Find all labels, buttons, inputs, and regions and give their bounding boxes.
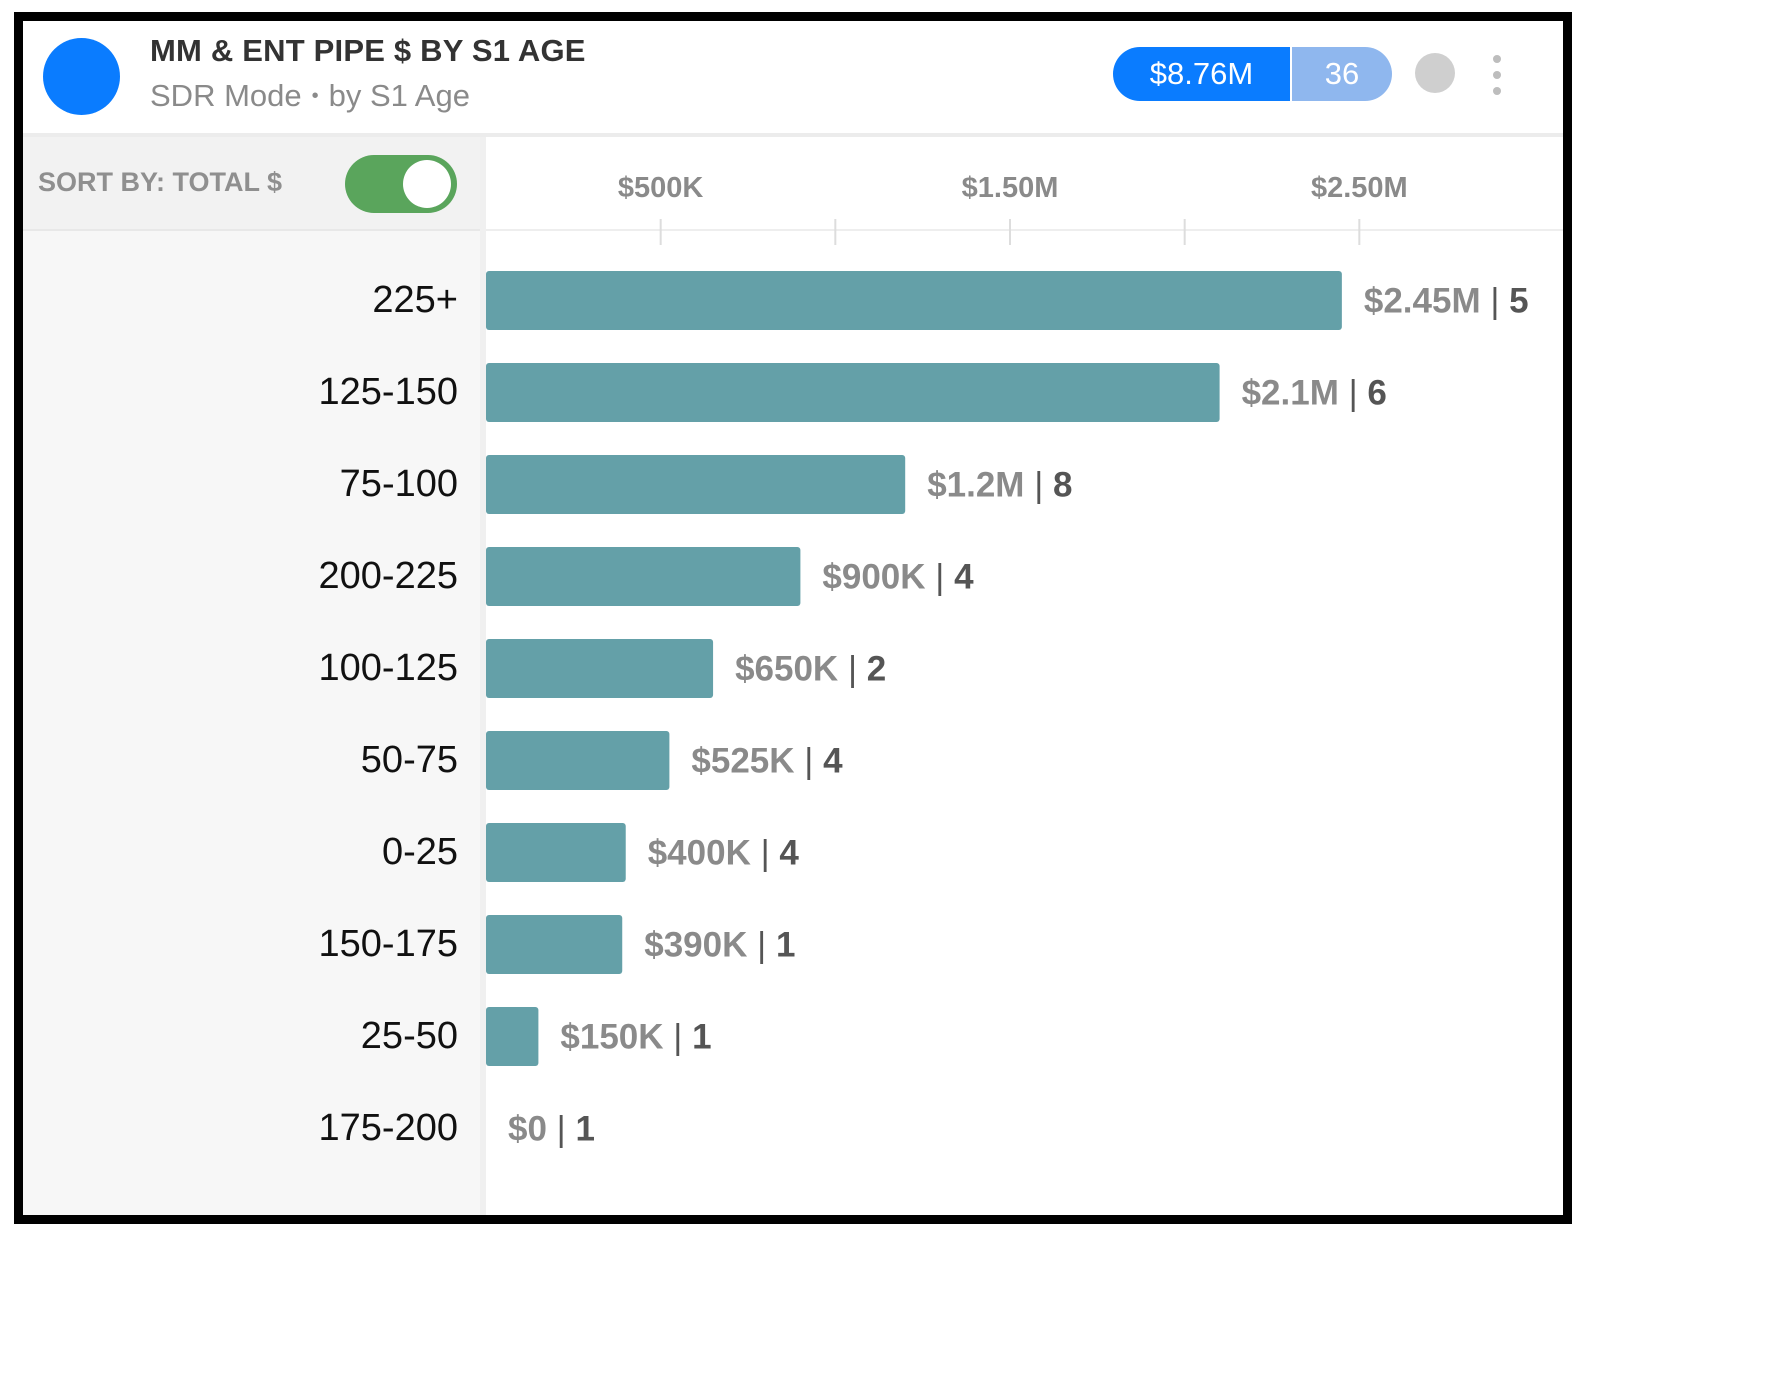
x-tick-label: $1.50M (962, 172, 1059, 204)
bar-label-separator: | (1490, 282, 1509, 321)
bar-label-separator: | (1034, 466, 1053, 505)
chart-card: MM & ENT PIPE $ BY S1 AGE SDR Mode • by S1… (14, 12, 1572, 1224)
bar-count-label: 1 (575, 1110, 594, 1149)
bar-data-label: $900K | 4 (822, 558, 974, 597)
bar-count-label: 2 (867, 650, 886, 689)
bar-label-separator: | (761, 834, 780, 873)
bar-data-label: $400K | 4 (648, 834, 800, 873)
avatar (43, 38, 120, 115)
bar-data-label: $650K | 2 (735, 650, 886, 689)
total-amount-badge[interactable]: $8.76M (1113, 47, 1290, 101)
bar-label-separator: | (935, 558, 954, 597)
bar (486, 731, 670, 790)
bar-value-label: $1.2M (927, 466, 1034, 505)
subtitle-separator: • (311, 85, 319, 107)
category-label: 125-150 (318, 370, 458, 413)
x-tick-label: $2.50M (1311, 172, 1408, 204)
bar-count-label: 4 (954, 558, 974, 597)
category-label: 25-50 (360, 1014, 458, 1057)
toggle-knob[interactable] (403, 160, 451, 208)
bar-data-label: $2.45M | 5 (1364, 282, 1529, 321)
category-rail: SORT BY: TOTAL $ 225+ 125-150 75-100 200-22… (23, 137, 480, 1215)
bar-value-label: $650K (735, 650, 848, 689)
bar-label-separator: | (848, 650, 867, 689)
category-label: 175-200 (318, 1106, 458, 1149)
bar (486, 915, 623, 974)
bar-data-label: $525K | 4 (691, 742, 843, 781)
category-label: 100-125 (318, 646, 458, 689)
bar-value-label: $900K (822, 558, 935, 597)
bar-count-label: 1 (776, 926, 795, 965)
bar (486, 271, 1342, 330)
sort-label: SORT BY: TOTAL $ (38, 167, 283, 197)
bar-value-label: $0 (508, 1110, 557, 1149)
category-label: 50-75 (360, 738, 458, 781)
card-subtitle: SDR Mode • by S1 Age (150, 78, 470, 114)
bar-data-label: $0 | 1 (508, 1110, 595, 1149)
bar (486, 455, 906, 514)
bar-label-separator: | (557, 1110, 576, 1149)
bar-data-label: $150K | 1 (560, 1018, 711, 1057)
bar (486, 363, 1220, 422)
bar-value-label: $2.45M (1364, 282, 1490, 321)
card-header: MM & ENT PIPE $ BY S1 AGE SDR Mode • by S1… (23, 21, 1563, 137)
bar-value-label: $150K (560, 1018, 673, 1057)
bar-count-label: 8 (1053, 466, 1072, 505)
bar-label-separator: | (673, 1018, 692, 1057)
bar-data-label: $390K | 1 (644, 926, 795, 965)
bar-value-label: $390K (644, 926, 757, 965)
bar-value-label: $525K (691, 742, 804, 781)
bar (486, 823, 626, 882)
rail-divider (480, 137, 486, 1215)
bar-count-label: 1 (692, 1018, 711, 1057)
x-tick-label: $500K (618, 172, 704, 204)
subtitle-group: by S1 Age (328, 78, 470, 113)
bar-count-label: 4 (823, 742, 843, 781)
x-axis-area (486, 137, 1563, 231)
bar-chart: $500K $1.50M $2.50M $2.45M | 5 $2.1M | 6 $1.2… (486, 172, 1529, 1149)
bar (486, 1007, 539, 1066)
total-count-badge[interactable]: 36 (1290, 47, 1392, 101)
bar-data-label: $1.2M | 8 (927, 466, 1072, 505)
bar-value-label: $2.1M (1242, 374, 1349, 413)
category-label: 200-225 (318, 554, 458, 597)
category-label: 150-175 (318, 922, 458, 965)
bar-label-separator: | (757, 926, 776, 965)
status-dot-icon (1415, 53, 1455, 93)
category-label: 0-25 (381, 830, 458, 873)
card-title: MM & ENT PIPE $ BY S1 AGE (150, 33, 586, 68)
subtitle-mode: SDR Mode (150, 78, 302, 113)
summary-pill[interactable]: $8.76M 36 (1113, 47, 1392, 101)
kebab-menu-icon[interactable] (1487, 55, 1507, 95)
bar-count-label: 5 (1509, 282, 1528, 321)
bar-label-separator: | (1349, 374, 1368, 413)
category-label: 75-100 (339, 462, 458, 505)
category-label: 225+ (372, 278, 458, 321)
bar-count-label: 4 (779, 834, 799, 873)
bar (486, 639, 714, 698)
sort-toggle[interactable] (345, 155, 457, 213)
bar-value-label: $400K (648, 834, 761, 873)
bar (486, 547, 801, 606)
bar-label-separator: | (804, 742, 823, 781)
bar-data-label: $2.1M | 6 (1242, 374, 1387, 413)
bar-count-label: 6 (1367, 374, 1386, 413)
sort-bar: SORT BY: TOTAL $ (23, 137, 480, 231)
